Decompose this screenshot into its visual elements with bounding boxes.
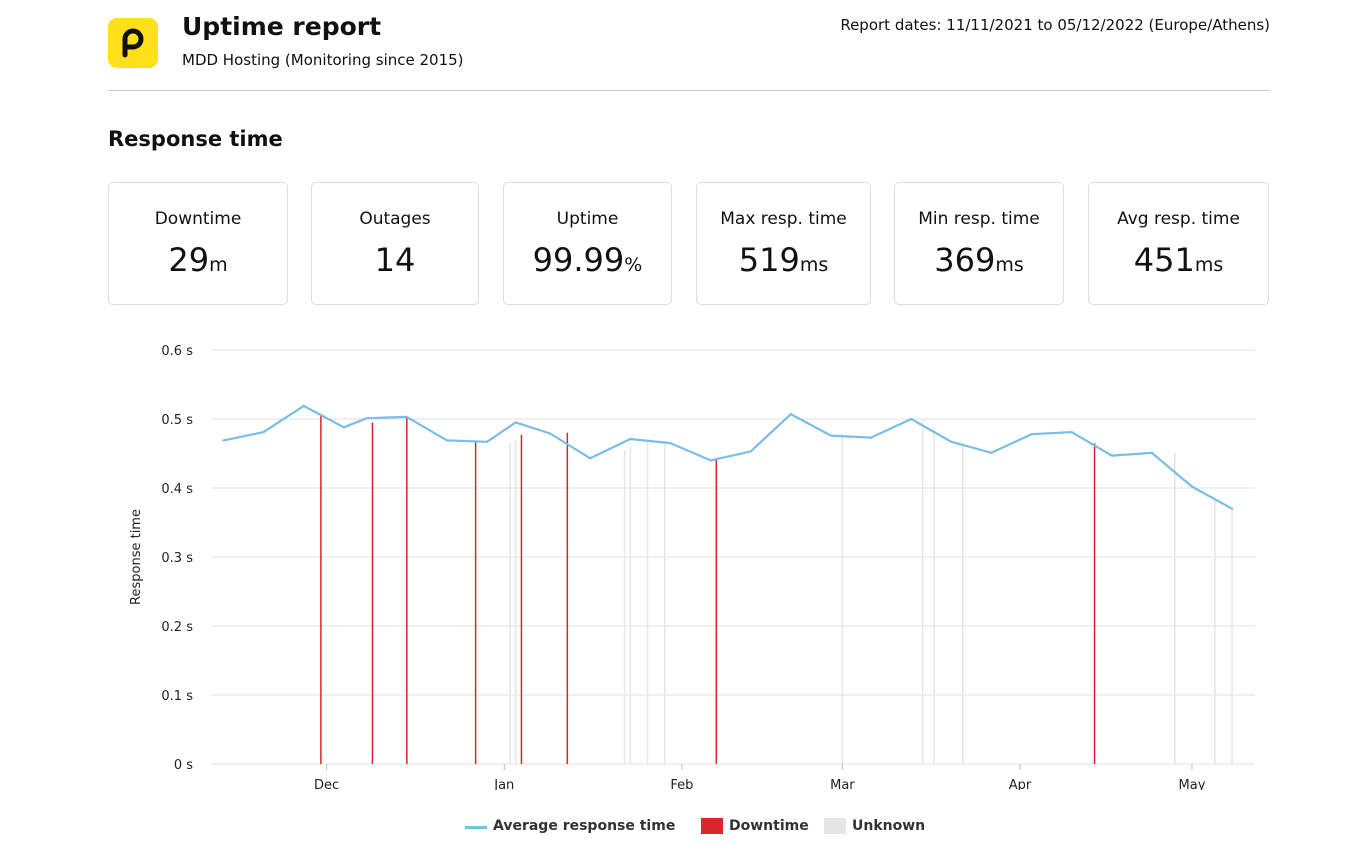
data-point	[1110, 454, 1113, 457]
x-tick-label: Jan	[493, 778, 514, 790]
data-point	[262, 430, 265, 434]
y-tick-label: 0 s	[174, 758, 193, 773]
stat-card-downtime: Downtime 29m	[108, 182, 288, 305]
data-point	[445, 439, 449, 442]
stat-unit: m	[209, 254, 228, 276]
data-point	[869, 436, 873, 439]
data-point	[629, 437, 632, 441]
y-tick-label: 0.3 s	[161, 551, 193, 566]
y-tick-label: 0.6 s	[161, 344, 193, 359]
stat-unit: ms	[799, 254, 829, 276]
y-tick-label: 0.2 s	[161, 620, 193, 635]
stat-value: 99.99%	[532, 241, 643, 279]
stat-value: 29m	[168, 241, 228, 279]
legend-label-downtime: Downtime	[729, 818, 809, 834]
data-point	[405, 415, 409, 419]
data-point	[514, 421, 517, 424]
x-tick-label: Apr	[1009, 778, 1032, 790]
stat-card-avg-resp: Avg resp. time 451ms	[1088, 182, 1269, 305]
data-point	[485, 440, 489, 443]
data-point	[222, 439, 225, 442]
x-tick-label: Mar	[830, 778, 855, 790]
y-tick-label: 0.5 s	[161, 413, 193, 428]
stat-value: 369ms	[934, 241, 1024, 279]
stat-value: 519ms	[738, 241, 829, 279]
stat-unit: ms	[995, 254, 1024, 276]
y-tick-label: 0.4 s	[161, 482, 193, 497]
stat-label: Uptime	[556, 209, 619, 229]
legend-swatch-downtime	[701, 818, 723, 834]
data-point	[548, 432, 552, 435]
report-title: Uptime report	[182, 12, 382, 41]
stat-value: 451ms	[1133, 241, 1224, 279]
data-point	[589, 457, 592, 460]
stat-card-min-resp: Min resp. time 369ms	[894, 182, 1064, 305]
y-axis-title: Response time	[129, 509, 144, 605]
data-point	[990, 451, 993, 455]
y-tick-label: 0.1 s	[161, 689, 193, 704]
data-point	[1190, 485, 1194, 488]
data-point	[709, 459, 712, 462]
series-line-average-response-time	[223, 404, 1233, 510]
data-point	[829, 434, 833, 437]
stat-card-outages: Outages 14	[311, 182, 479, 305]
stat-unit: ms	[1194, 254, 1224, 276]
data-point	[382, 416, 386, 419]
x-tick-label: Feb	[670, 778, 693, 790]
x-tick-label: May	[1179, 778, 1206, 790]
data-point	[669, 441, 672, 445]
legend-swatch-unknown	[824, 818, 846, 834]
stat-card-uptime: Uptime 99.99%	[503, 182, 672, 305]
legend-label-unknown: Unknown	[852, 818, 926, 834]
stat-label: Max resp. time	[720, 209, 847, 229]
stat-label: Avg resp. time	[1117, 209, 1240, 229]
header-divider	[108, 90, 1270, 91]
stat-label: Downtime	[154, 209, 242, 229]
data-point	[365, 417, 368, 420]
app-logo	[108, 18, 158, 68]
legend-swatch-average	[465, 826, 487, 829]
x-tick-label: Dec	[314, 778, 339, 790]
data-point	[749, 450, 752, 453]
section-title: Response time	[108, 127, 283, 151]
stat-label: Outages	[359, 209, 431, 229]
stat-label: Min resp. time	[918, 209, 1040, 229]
data-point	[302, 404, 305, 408]
data-point	[1150, 451, 1154, 455]
data-point	[1070, 430, 1073, 434]
data-point	[789, 412, 793, 416]
data-point	[342, 426, 346, 429]
data-point	[1230, 507, 1234, 510]
response-time-chart: 0 s 0.1 s 0.2 s 0.3 s 0.4 s 0.5 s 0.6 s Respons…	[129, 344, 1255, 790]
data-point	[950, 440, 953, 443]
report-subtitle: MDD Hosting (Monitoring since 2015)	[182, 51, 464, 69]
stat-unit: %	[624, 254, 643, 276]
logo-glyph-icon	[122, 28, 144, 58]
data-point	[909, 417, 913, 421]
stat-card-max-resp: Max resp. time 519ms	[696, 182, 871, 305]
report-dates: Report dates: 11/11/2021 to 05/12/2022 (…	[840, 16, 1270, 34]
legend-label-average: Average response time	[493, 818, 676, 834]
data-point	[1030, 432, 1033, 436]
stat-value: 14	[374, 241, 416, 279]
